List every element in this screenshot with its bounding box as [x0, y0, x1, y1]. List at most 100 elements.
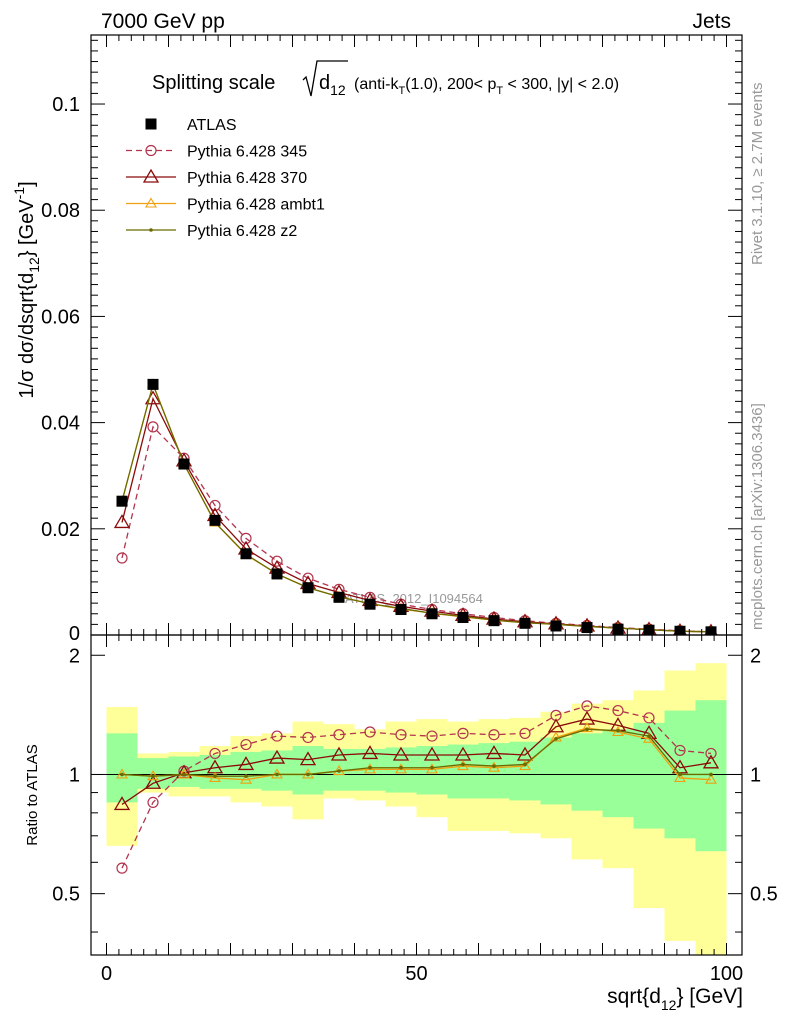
y-tick-label: 0.02	[41, 519, 80, 541]
point-pythia-6-428-370	[454, 746, 472, 761]
point-pythia-6-428-z2	[461, 762, 465, 767]
ratio-y-tick-label-left: 1	[69, 764, 80, 786]
point-pythia-6-428-ambt1	[581, 721, 593, 733]
ratio-y-tick-label-right: 1	[750, 764, 761, 786]
ratio-y-tick-label-right: 0.5	[750, 884, 778, 906]
point-pythia-6-428-370	[361, 745, 379, 760]
point-pythia-6-428-345	[271, 730, 283, 742]
svg-text:d12: d12	[319, 72, 346, 98]
legend-label-atlas: ATLAS	[187, 117, 237, 134]
point-pythia-6-428-z2	[275, 772, 279, 777]
point-pythia-6-428-z2	[523, 762, 527, 767]
point-pythia-6-428-370	[330, 746, 348, 761]
legend-marker-pythia-6-428-345	[145, 144, 157, 157]
point-pythia-6-428-z2	[399, 765, 403, 770]
main-series-group	[113, 378, 718, 635]
point-pythia-6-428-345	[612, 704, 624, 717]
green-band-bin	[137, 758, 169, 789]
point-pythia-6-428-z2	[213, 774, 217, 778]
point-pythia-6-428-370	[268, 749, 286, 764]
point-pythia-6-428-370	[485, 745, 503, 760]
y-tick-label: 0.06	[41, 306, 80, 328]
point-pythia-6-428-345	[395, 729, 407, 741]
title-sqrt-arg: d	[319, 72, 330, 94]
point-pythia-6-428-345	[674, 744, 686, 757]
header-right: Jets	[692, 10, 731, 33]
point-atlas	[271, 568, 283, 580]
green-band-bin	[416, 745, 448, 795]
chart-title: Splitting scale d12 (anti-kT(1.0), 200< …	[152, 60, 619, 98]
point-pythia-6-428-345	[457, 727, 469, 739]
main-ylabel: 1/σ dσ/dsqrt{d12} [GeV-1]	[11, 181, 42, 398]
green-band-bin	[509, 741, 541, 801]
point-atlas	[674, 625, 686, 635]
point-pythia-6-428-370	[237, 756, 255, 771]
point-pythia-6-428-ambt1	[519, 759, 531, 771]
point-pythia-6-428-z2	[492, 764, 496, 768]
point-pythia-6-428-345	[488, 729, 500, 741]
point-atlas	[612, 623, 624, 635]
point-atlas	[209, 514, 221, 526]
point-pythia-6-428-345	[643, 712, 655, 724]
point-pythia-6-428-370	[144, 774, 162, 789]
svg-text:Splitting scale: Splitting scale	[152, 72, 275, 94]
y-tick-label: 0.1	[52, 94, 80, 116]
point-pythia-6-428-345	[209, 747, 221, 760]
point-pythia-6-428-345	[147, 421, 159, 433]
point-pythia-6-428-370	[423, 746, 441, 761]
point-pythia-6-428-z2	[709, 772, 713, 777]
point-pythia-6-428-345	[271, 555, 283, 567]
point-pythia-6-428-ambt1	[550, 731, 562, 742]
point-pythia-6-428-370	[299, 751, 317, 766]
legend-label-pythia-6-428-370: Pythia 6.428 370	[187, 170, 307, 187]
title-sqrt-sign	[302, 60, 348, 97]
legend-marker-pythia-6-428-z2	[149, 228, 153, 232]
point-pythia-6-428-z2	[120, 772, 124, 777]
rivet-label: Rivet 3.1.10, ≥ 2.7M events	[749, 83, 766, 266]
point-pythia-6-428-345	[240, 532, 252, 544]
point-atlas	[147, 378, 159, 390]
point-atlas	[178, 458, 190, 470]
point-pythia-6-428-370	[113, 514, 131, 529]
title-sqrt-sub: 12	[330, 82, 346, 98]
ratio-y-tick-label-left: 2	[69, 645, 80, 667]
point-pythia-6-428-z2	[554, 737, 558, 741]
title-prefix: Splitting scale	[152, 72, 275, 94]
legend-label-pythia-6-428-345: Pythia 6.428 345	[187, 144, 307, 161]
y-tick-label: 0	[69, 623, 80, 645]
point-atlas	[488, 615, 500, 627]
green-band-bin	[261, 750, 293, 791]
svg-text:(anti-kT(1.0), 200< pT < 300,: (anti-kT(1.0), 200< pT < 300, |y| < 2.0)	[354, 76, 619, 97]
series-line-pythia-6-428-ambt1	[121, 727, 712, 781]
point-pythia-6-428-345	[116, 552, 128, 564]
ratio-ylabel: Ratio to ATLAS	[24, 744, 41, 845]
point-pythia-6-428-345	[705, 747, 717, 760]
point-atlas	[333, 591, 345, 603]
point-atlas	[364, 598, 376, 610]
point-pythia-6-428-345	[302, 731, 314, 744]
green-band-bin	[571, 733, 603, 811]
point-pythia-6-428-z2	[151, 774, 155, 778]
legend-marker-pythia-6-428-ambt1	[145, 197, 157, 208]
title-cut-sub-b: T	[496, 85, 503, 97]
point-pythia-6-428-z2	[585, 727, 589, 732]
title-cut-sub-a: T	[398, 85, 405, 97]
ratio-series-group	[91, 700, 742, 874]
point-pythia-6-428-345	[116, 862, 128, 874]
title-cut-c: < 300, |y| < 2.0)	[503, 76, 619, 93]
point-pythia-6-428-z2	[306, 772, 310, 777]
y-tick-label: 0.04	[41, 413, 80, 435]
mcplots-label: mcplots.cern.ch [arXiv:1306.3436]	[749, 403, 766, 630]
point-atlas	[240, 548, 252, 560]
point-pythia-6-428-345	[240, 738, 252, 751]
point-pythia-6-428-z2	[182, 772, 186, 777]
point-pythia-6-428-z2	[337, 769, 341, 773]
series-line-pythia-6-428-z2	[121, 728, 711, 777]
point-atlas	[116, 495, 128, 507]
point-atlas	[426, 608, 438, 620]
point-pythia-6-428-ambt1	[395, 763, 407, 774]
point-pythia-6-428-z2	[647, 734, 651, 738]
point-pythia-6-428-z2	[430, 765, 434, 770]
